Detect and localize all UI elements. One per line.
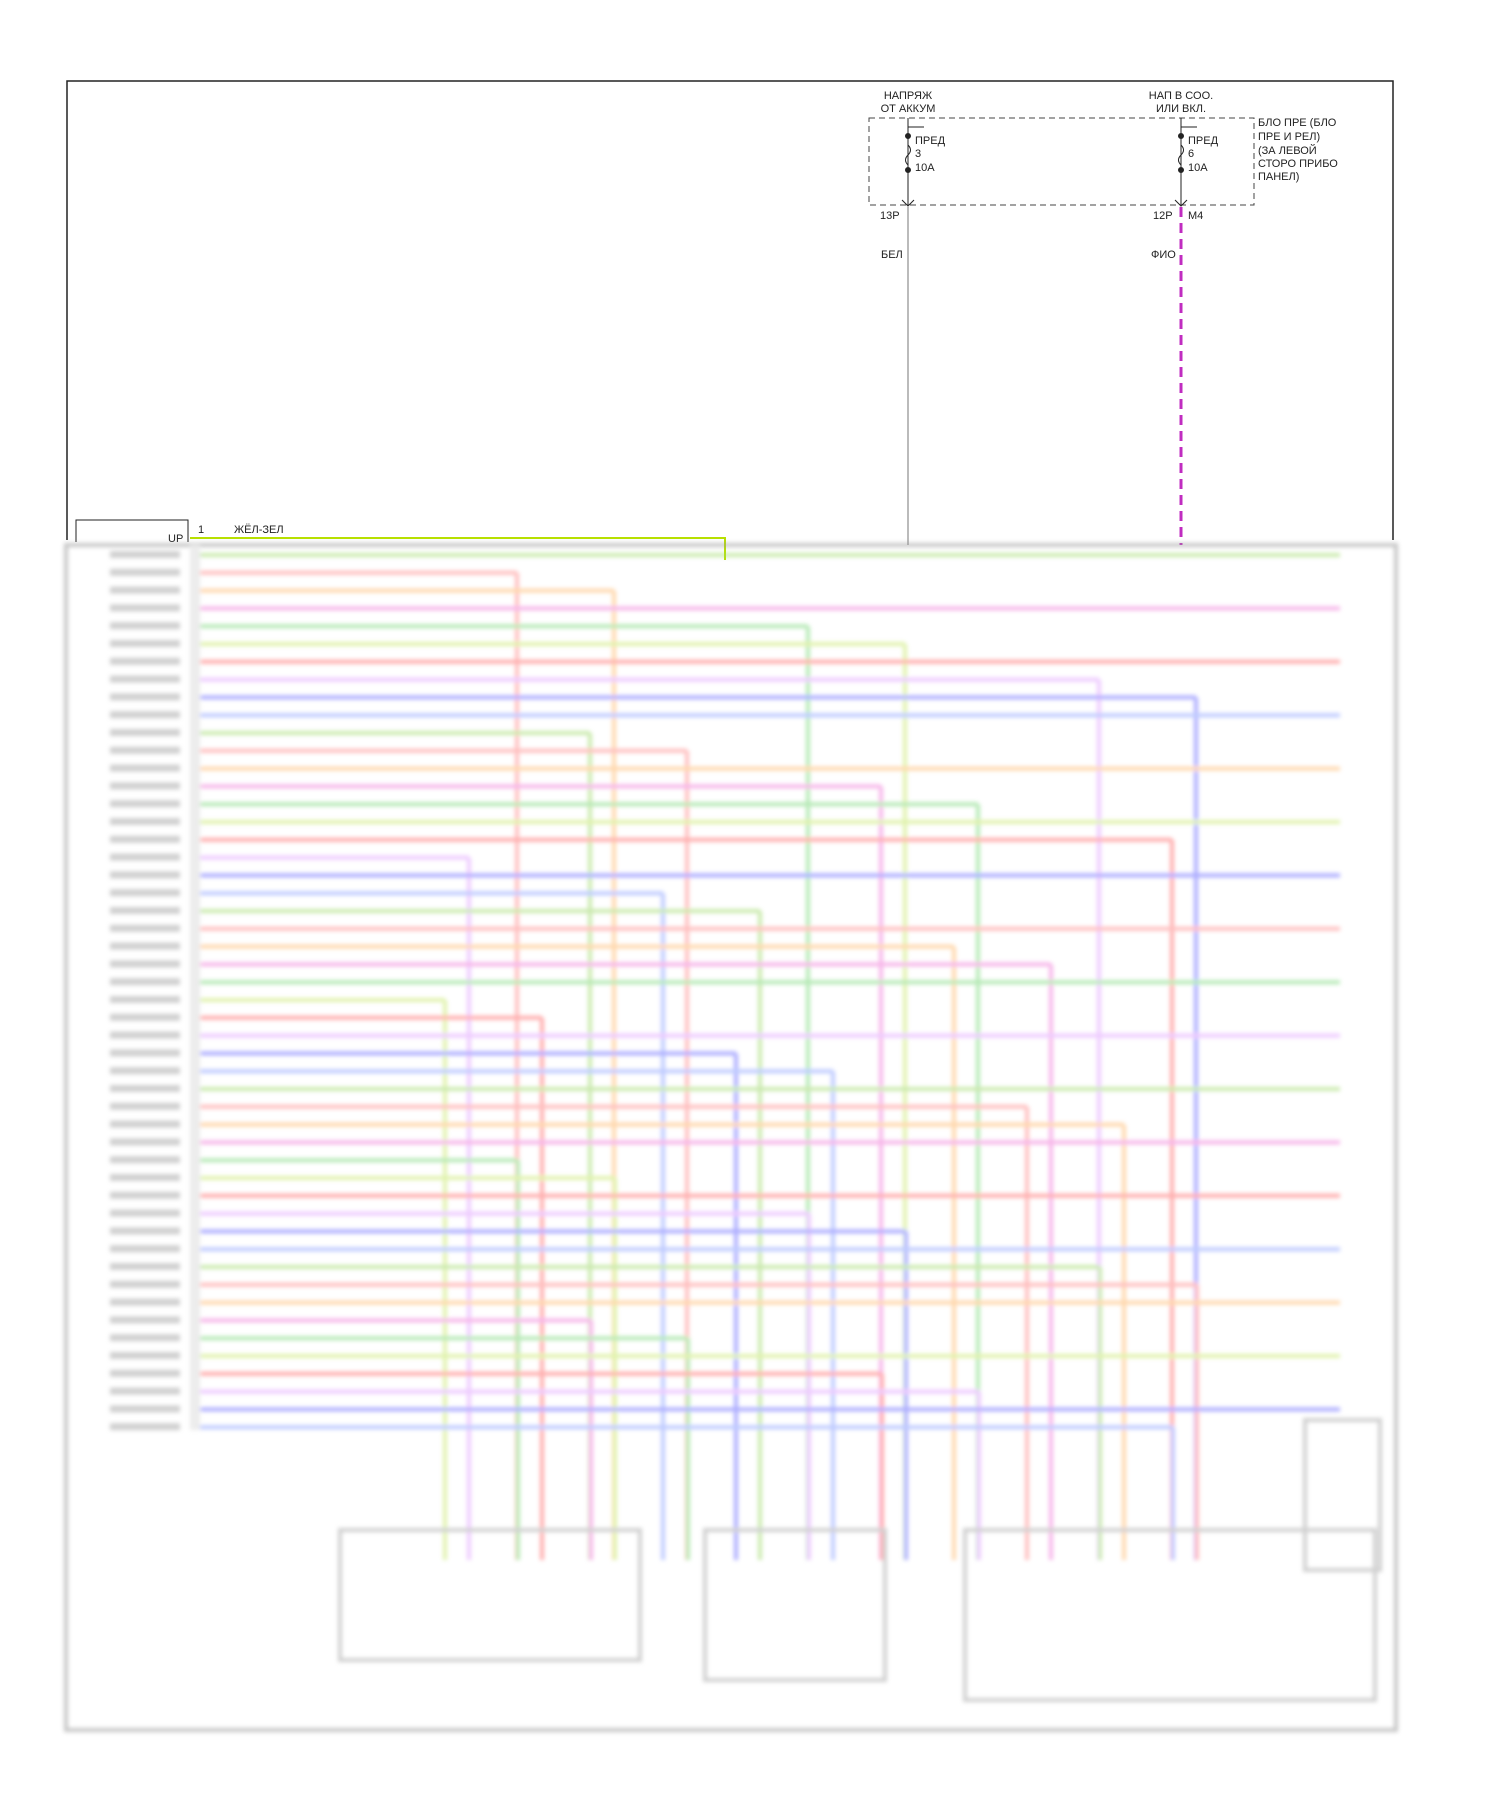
supply-label: НАПРЯЖ [884, 90, 932, 102]
wire [110, 1049, 180, 1057]
fuse-number: 3 [915, 148, 921, 160]
wire [110, 907, 180, 914]
block-label-line: ПАНЕЛ) [1258, 171, 1299, 183]
wire [110, 746, 180, 754]
wire [110, 729, 180, 736]
wire [110, 835, 180, 843]
wire [110, 996, 180, 1003]
supply-label: НАП В СОО. [1149, 90, 1213, 102]
wire [110, 1423, 180, 1431]
wire [110, 1369, 180, 1377]
wire [110, 711, 180, 719]
wire [110, 924, 180, 932]
wire [110, 1263, 180, 1270]
wire [110, 1031, 180, 1039]
wire [110, 764, 180, 772]
block-label-line: (ЗА ЛЕВОЙ [1258, 144, 1317, 157]
pin-number: 1 [198, 524, 204, 536]
wire [110, 1085, 180, 1092]
pin-label: 13P [880, 210, 900, 222]
wire [110, 604, 180, 612]
wire [110, 586, 180, 594]
wire [963, 1528, 1377, 1702]
block-label-line: СТОРО ПРИБО [1258, 158, 1338, 170]
block-label: БЛО ПРЕ (БЛО ПРЕ И РЕЛ) (ЗА ЛЕВОЙ СТОРО … [1258, 117, 1338, 183]
block-label-line: ПРЕ И РЕЛ) [1258, 131, 1320, 143]
wire [110, 853, 180, 861]
wire [110, 1174, 180, 1181]
fuse-block-outline [868, 117, 1255, 206]
wire [110, 1102, 180, 1110]
wire [110, 1013, 180, 1021]
wire [110, 871, 180, 879]
blurred-harness [64, 543, 1398, 1732]
wire [110, 1405, 180, 1413]
wire [110, 782, 180, 790]
connector-label: M4 [1188, 210, 1203, 222]
wire [703, 1528, 887, 1682]
wire [110, 1067, 180, 1075]
wire [110, 942, 180, 950]
pin-label: 12P [1153, 210, 1173, 222]
wire [110, 568, 180, 576]
wire [110, 1209, 180, 1217]
wire [110, 693, 180, 701]
block-label-line: БЛО ПРЕ (БЛО [1258, 117, 1337, 129]
wire-color: ЖЁЛ-ЗЕЛ [234, 524, 284, 536]
fuse-rating: 10A [915, 162, 935, 174]
connector-outline [75, 519, 189, 542]
wire [110, 1316, 180, 1324]
wire [110, 1120, 180, 1128]
wire [110, 800, 180, 808]
wire [190, 545, 200, 1430]
wire [110, 675, 180, 683]
wire [190, 537, 726, 560]
wire-color: ФИО [1151, 249, 1176, 261]
wire [110, 889, 180, 897]
wire [110, 1352, 180, 1359]
wire [110, 622, 180, 630]
wire [110, 640, 180, 647]
wire [110, 1138, 180, 1146]
wire [110, 1245, 180, 1253]
fuse-number: 6 [1188, 148, 1194, 160]
fuse-name: ПРЕД [1188, 135, 1219, 147]
fuse-rating: 10A [1188, 162, 1208, 174]
wire [110, 1334, 180, 1342]
wire [110, 1191, 180, 1199]
wire [110, 818, 180, 825]
fuse-name: ПРЕД [915, 135, 946, 147]
wire-color: БЕЛ [881, 249, 903, 261]
wire [110, 551, 180, 558]
connector-orientation: UP [168, 533, 183, 545]
wire [1303, 1418, 1382, 1572]
wire [338, 1528, 642, 1662]
wire [110, 657, 180, 665]
supply-label: ОТ АККУМ [881, 103, 936, 115]
wire [110, 1298, 180, 1306]
fuse [1174, 118, 1197, 207]
fuse [901, 118, 924, 207]
wire [110, 960, 180, 968]
wire [64, 543, 1398, 1732]
supply-label: ИЛИ ВКЛ. [1156, 103, 1206, 115]
wire [110, 1387, 180, 1395]
frame [66, 80, 1394, 540]
wire [110, 1227, 180, 1235]
wire [110, 1156, 180, 1164]
wire [110, 1280, 180, 1288]
wire [110, 978, 180, 986]
